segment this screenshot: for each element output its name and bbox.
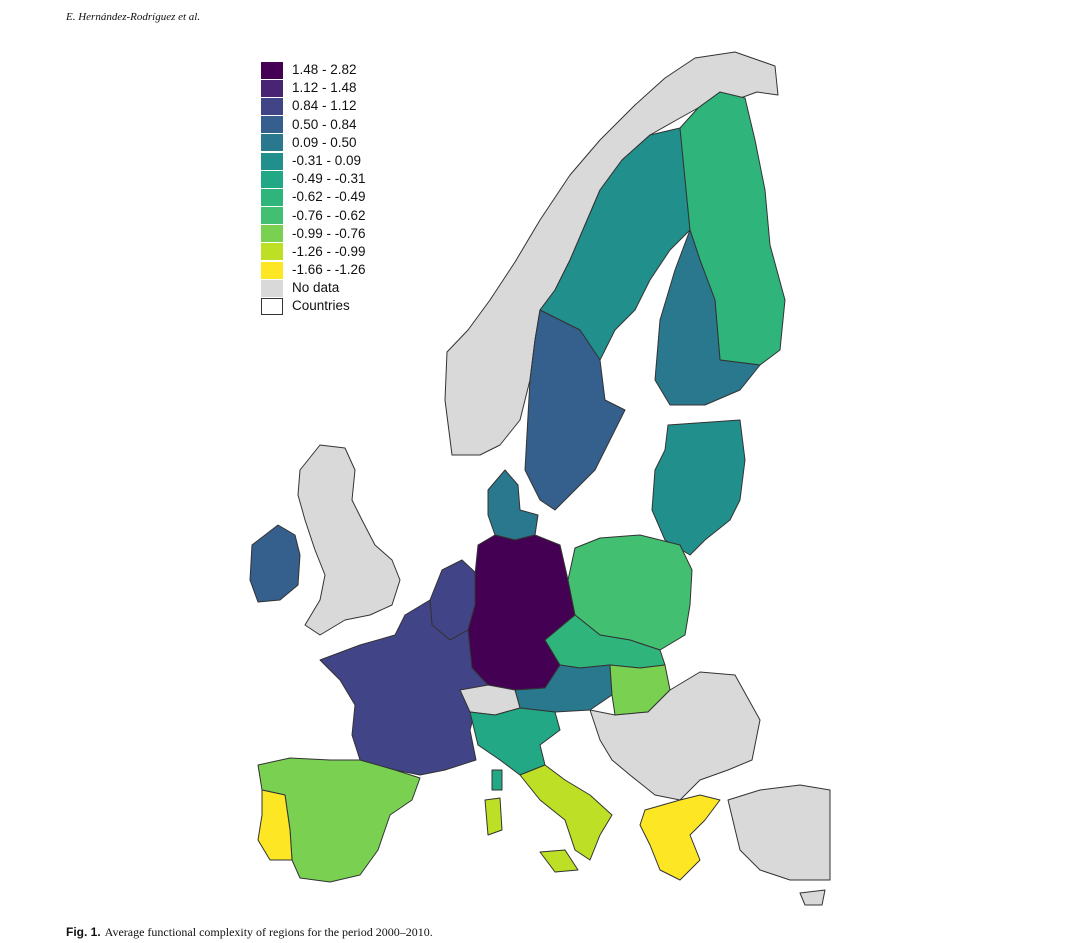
legend-item: 1.48 - 2.82 <box>261 61 366 79</box>
legend-item: -0.49 - -0.31 <box>261 170 366 188</box>
map-region-finland-south <box>654 229 761 406</box>
legend-swatch <box>261 134 283 152</box>
legend-label: Countries <box>292 298 350 314</box>
map-region-uk <box>297 444 401 636</box>
legend-label: 0.50 - 0.84 <box>292 116 357 132</box>
map-region-baltics <box>651 419 746 556</box>
legend-swatch <box>261 79 283 97</box>
legend-swatch <box>261 279 283 297</box>
legend-label: 1.12 - 1.48 <box>292 80 357 96</box>
figure-caption-text: Average functional complexity of regions… <box>104 925 433 939</box>
legend-swatch <box>261 298 283 316</box>
map-region-portugal <box>257 789 293 861</box>
map-region-italy-south <box>519 764 613 861</box>
legend-swatch <box>261 152 283 170</box>
map-region-ireland <box>249 524 301 603</box>
map-region-sicily <box>539 849 579 873</box>
legend-item: -0.31 - 0.09 <box>261 152 366 170</box>
legend-swatch <box>261 97 283 115</box>
legend-item: -1.66 - -1.26 <box>261 261 366 279</box>
legend-label: 0.84 - 1.12 <box>292 98 357 114</box>
map-region-sweden-south <box>524 309 626 511</box>
figure-caption: Fig. 1. Average functional complexity of … <box>66 925 433 940</box>
legend-swatch <box>261 61 283 79</box>
legend-item: 0.50 - 0.84 <box>261 116 366 134</box>
legend-label: -0.31 - 0.09 <box>292 152 362 168</box>
legend-label: No data <box>292 280 340 296</box>
legend-swatch <box>261 207 283 225</box>
map-region-denmark <box>487 469 539 541</box>
legend-item: 0.84 - 1.12 <box>261 97 366 115</box>
legend-swatch <box>261 243 283 261</box>
legend-item: -0.62 - -0.49 <box>261 188 366 206</box>
legend-label: -0.49 - -0.31 <box>292 171 366 187</box>
map-region-balkans <box>589 671 761 801</box>
map-region-cyprus <box>799 889 826 906</box>
legend-label: -1.26 - -0.99 <box>292 243 366 259</box>
figure-caption-label: Fig. 1. <box>66 925 101 939</box>
legend-swatch <box>261 188 283 206</box>
legend-swatch <box>261 225 283 243</box>
page-header-authors: E. Hernández-Rodríguez et al. <box>66 11 201 23</box>
legend-item: -0.76 - -0.62 <box>261 207 366 225</box>
map-region-corsica <box>491 769 503 791</box>
legend-label: 0.09 - 0.50 <box>292 134 357 150</box>
legend-item: -1.26 - -0.99 <box>261 243 366 261</box>
legend-label: 1.48 - 2.82 <box>292 62 357 77</box>
map-region-sardinia <box>484 797 503 836</box>
legend-item: No data <box>261 279 366 297</box>
legend-label: -0.99 - -0.76 <box>292 225 366 241</box>
legend-item: -0.99 - -0.76 <box>261 225 366 243</box>
legend-item: Countries <box>261 297 366 316</box>
map-region-turkey <box>727 784 831 881</box>
legend-label: -0.62 - -0.49 <box>292 189 366 205</box>
legend-label: -0.76 - -0.62 <box>292 207 366 223</box>
map-region-italy-north <box>469 707 561 776</box>
legend-swatch <box>261 170 283 188</box>
map-legend: 1.48 - 2.82 1.12 - 1.48 0.84 - 1.12 0.50… <box>261 61 366 316</box>
map-region-greece <box>639 794 721 881</box>
legend-label: -1.66 - -1.26 <box>292 262 366 278</box>
legend-item: 0.09 - 0.50 <box>261 134 366 152</box>
legend-swatch <box>261 116 283 134</box>
legend-item: 1.12 - 1.48 <box>261 79 366 97</box>
legend-swatch <box>261 261 283 279</box>
